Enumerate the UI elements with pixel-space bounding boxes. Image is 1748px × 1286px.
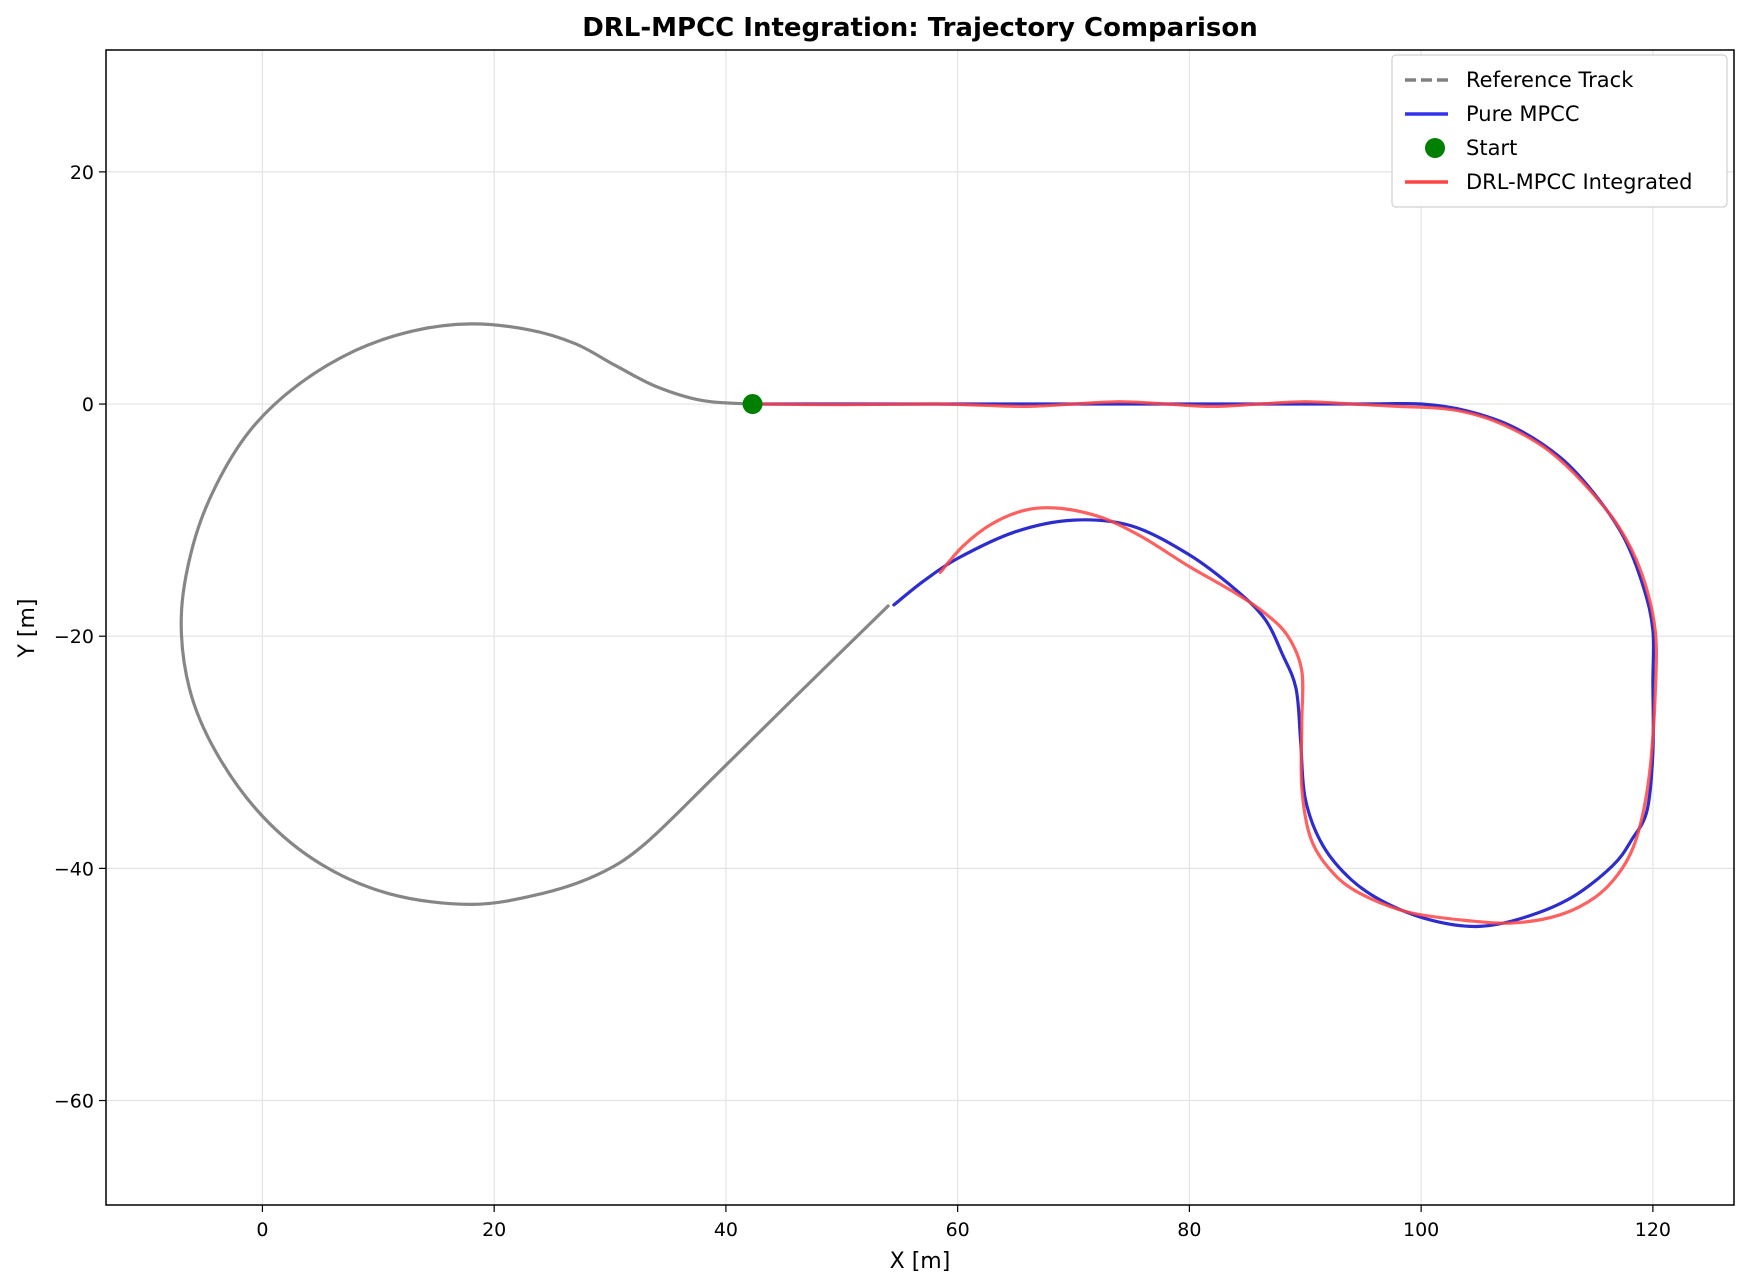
pure-mpcc-line [753, 404, 1654, 927]
x-tick-label: 20 [482, 1219, 506, 1241]
y-tick-label: −60 [54, 1091, 94, 1113]
plot-frame [106, 50, 1734, 1205]
y-axis-ticks: 20 0 −20 −40 −60 [54, 162, 106, 1113]
legend-key-start [1425, 138, 1445, 158]
start-marker [743, 394, 763, 414]
x-tick-label: 80 [1177, 1219, 1201, 1241]
x-axis-ticks: 0 20 40 60 80 100 120 [256, 1205, 1671, 1241]
x-tick-label: 100 [1403, 1219, 1439, 1241]
x-tick-label: 60 [946, 1219, 970, 1241]
y-axis-label: Y [m] [15, 598, 40, 658]
legend-label-drl-mpcc-integrated: DRL-MPCC Integrated [1466, 170, 1692, 194]
y-tick-label: −20 [54, 626, 94, 648]
legend-label-start: Start [1466, 136, 1517, 160]
y-tick-label: 20 [70, 162, 94, 184]
y-tick-label: 0 [82, 394, 94, 416]
x-axis-label: X [m] [890, 1249, 951, 1274]
legend-label-pure-mpcc: Pure MPCC [1466, 102, 1579, 126]
drl-mpcc-integrated-line [753, 402, 1657, 924]
grid [106, 50, 1734, 1205]
x-tick-label: 40 [714, 1219, 738, 1241]
series-group [181, 324, 1656, 927]
legend: Reference Track Pure MPCC Start DRL-MPCC In… [1392, 55, 1727, 207]
legend-label-reference-track: Reference Track [1466, 68, 1634, 92]
x-tick-label: 0 [256, 1219, 268, 1241]
reference-track-line [181, 324, 888, 905]
chart-title: DRL-MPCC Integration: Trajectory Compari… [582, 13, 1258, 43]
x-tick-label: 120 [1635, 1219, 1671, 1241]
y-tick-label: −40 [54, 858, 94, 880]
